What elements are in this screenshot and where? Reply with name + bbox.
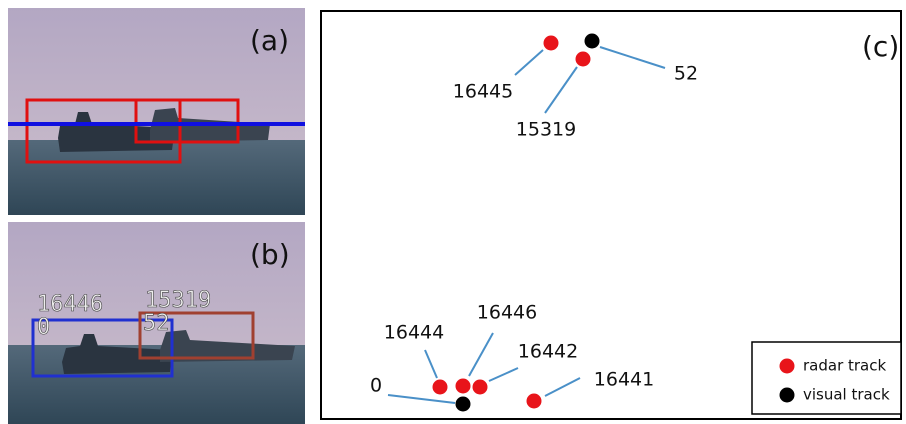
point-label: 52 (674, 63, 698, 85)
panel-label: (b) (250, 238, 290, 271)
panel-label: (a) (250, 24, 289, 57)
legend-marker (780, 359, 795, 374)
figure: (a) (b) 16446 0 15319 52 (c) 16445521531… (0, 0, 906, 424)
legend-label: visual track (803, 386, 890, 404)
point-label: 16446 (477, 302, 537, 324)
box-id: 16446 (37, 292, 103, 317)
point-label: 16445 (453, 81, 513, 103)
point-label: 16441 (594, 369, 654, 391)
point-label: 15319 (516, 119, 576, 141)
point-label: 16444 (384, 322, 444, 344)
box-track: 0 (37, 315, 50, 340)
panel-label: (c) (862, 30, 899, 63)
legend-marker (780, 388, 795, 403)
point-label: 16442 (518, 341, 578, 363)
box-id: 15319 (145, 288, 211, 313)
visual-track-point (585, 34, 600, 49)
legend-label: radar track (803, 357, 886, 375)
box-track: 52 (143, 311, 170, 336)
radar-track-point (527, 394, 542, 409)
radar-track-point (433, 380, 448, 395)
radar-track-point (456, 379, 471, 394)
radar-track-point (544, 36, 559, 51)
visual-track-point (456, 397, 471, 412)
radar-track-point (473, 380, 488, 395)
radar-track-point (576, 52, 591, 67)
page: (a) (b) 16446 0 15319 52 (c) 16445521531… (0, 0, 906, 424)
point-label: 0 (370, 375, 382, 397)
